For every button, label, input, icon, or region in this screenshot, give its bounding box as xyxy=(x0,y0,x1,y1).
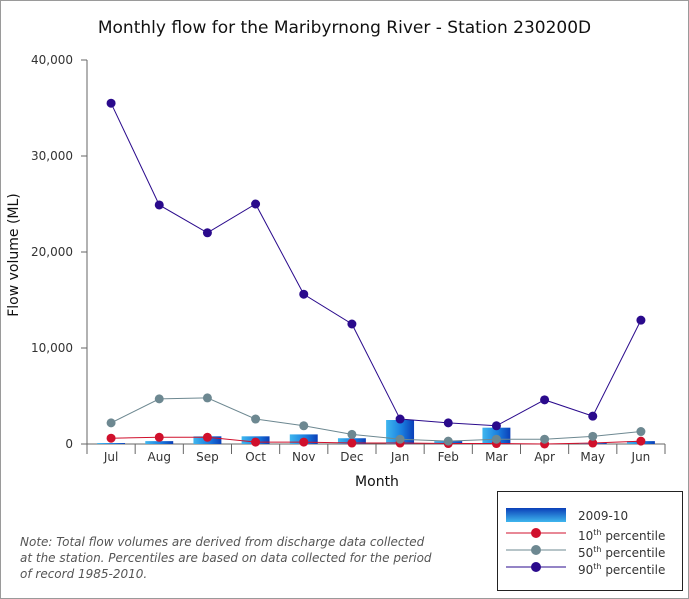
x-tick-label: Dec xyxy=(340,450,363,464)
legend-label: 2009-10 xyxy=(578,509,629,523)
point-90th xyxy=(588,411,598,421)
legend-label: 10th percentile xyxy=(578,528,666,543)
x-axis-label: Month xyxy=(355,474,399,490)
x-tick-label: Jul xyxy=(103,450,118,464)
x-tick-label: May xyxy=(580,450,605,464)
point-10th xyxy=(106,433,116,443)
point-50th xyxy=(395,434,405,444)
point-10th xyxy=(347,438,357,448)
y-tick-label: 40,000 xyxy=(31,53,73,67)
point-50th xyxy=(154,394,164,404)
point-90th xyxy=(491,421,501,431)
point-90th xyxy=(299,289,309,299)
point-50th xyxy=(636,427,646,437)
point-50th xyxy=(491,434,501,444)
legend-line-swatch xyxy=(506,562,566,572)
legend-line-swatch xyxy=(506,528,566,538)
series-line-50th xyxy=(110,397,641,442)
x-tick-label: Apr xyxy=(534,450,555,464)
y-tick-label: 20,000 xyxy=(31,245,73,259)
footnote-line: Note: Total flow volumes are derived fro… xyxy=(20,535,425,549)
legend-item-2009-10: 2009-10 xyxy=(498,508,682,524)
point-90th xyxy=(154,200,164,210)
x-tick-label: Nov xyxy=(292,450,315,464)
point-10th xyxy=(636,436,646,446)
legend-label: 50th percentile xyxy=(578,545,666,560)
x-tick-label: Feb xyxy=(438,450,459,464)
point-90th xyxy=(251,199,261,209)
point-50th xyxy=(443,436,453,446)
point-90th xyxy=(395,414,405,424)
x-tick-label: Oct xyxy=(245,450,266,464)
point-90th xyxy=(347,319,357,329)
point-10th xyxy=(299,437,309,447)
footnote: Note: Total flow volumes are derived fro… xyxy=(20,534,440,582)
x-tick-label: Mar xyxy=(485,450,508,464)
point-10th xyxy=(202,432,212,442)
x-tick-label: Jun xyxy=(631,450,651,464)
point-50th xyxy=(299,421,309,431)
legend-line-swatch xyxy=(506,545,566,555)
point-50th xyxy=(347,429,357,439)
point-50th xyxy=(106,418,116,428)
point-50th xyxy=(202,393,212,403)
legend-bar-swatch xyxy=(506,508,566,522)
series-line-10th xyxy=(111,436,641,445)
point-50th xyxy=(540,434,550,444)
legend-label: 90th percentile xyxy=(578,562,666,577)
footnote-line: of record 1985-2010. xyxy=(20,567,148,581)
series-line-90th xyxy=(110,102,642,427)
point-90th xyxy=(202,228,212,238)
point-10th xyxy=(588,438,598,448)
footnote-line: at the station. Percentiles are based on… xyxy=(20,551,432,565)
point-90th xyxy=(443,418,453,428)
bar-2009-10 xyxy=(145,441,174,444)
x-tick-label: Aug xyxy=(148,450,171,464)
x-tick-label: Sep xyxy=(196,450,219,464)
legend: 2009-10 10th percentile 50th percentile … xyxy=(497,491,683,591)
bar-2009-10 xyxy=(97,443,126,444)
y-tick-label: 10,000 xyxy=(31,341,73,355)
legend-item-10th: 10th percentile xyxy=(498,525,682,543)
point-50th xyxy=(588,431,598,441)
point-10th xyxy=(154,432,164,442)
point-90th xyxy=(636,315,646,325)
point-10th xyxy=(251,437,261,447)
legend-item-50th: 50th percentile xyxy=(498,542,682,560)
chart-title: Monthly flow for the Maribyrnong River -… xyxy=(97,18,592,38)
x-tick-label: Jan xyxy=(390,450,410,464)
point-50th xyxy=(251,414,261,424)
point-90th xyxy=(540,395,550,405)
legend-item-90th: 90th percentile xyxy=(498,559,682,577)
point-90th xyxy=(106,98,116,108)
y-tick-label: 0 xyxy=(65,437,73,451)
y-tick-label: 30,000 xyxy=(31,149,73,163)
